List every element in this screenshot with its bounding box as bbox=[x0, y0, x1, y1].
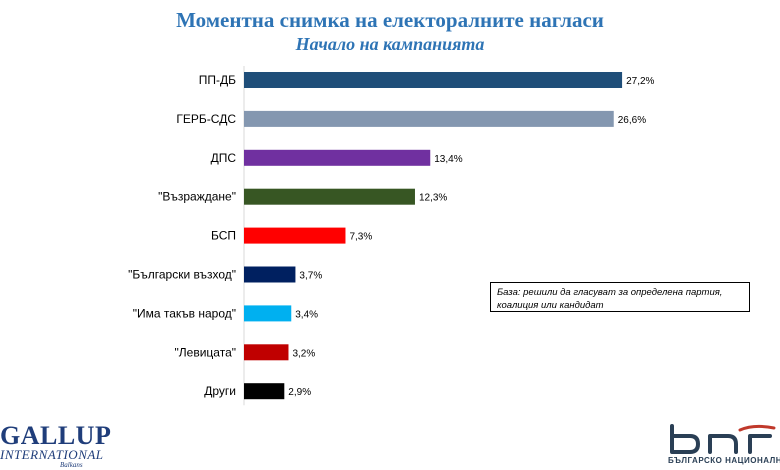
bar bbox=[244, 383, 285, 400]
category-label: "Български възход" bbox=[128, 268, 236, 282]
category-label: Други bbox=[204, 384, 236, 398]
value-label: 7,3% bbox=[349, 232, 372, 243]
bar bbox=[244, 266, 296, 283]
bar-chart: ПП-ДБ 27,2% ГЕРБ-СДС 26,6% ДПС 13,4% "Възражда… bbox=[128, 66, 655, 406]
value-label: 12,3% bbox=[419, 193, 447, 204]
bar bbox=[244, 188, 415, 205]
bar bbox=[244, 344, 289, 361]
value-label: 13,4% bbox=[434, 154, 462, 165]
category-label: ГЕРБ-СДС bbox=[176, 112, 236, 126]
category-label: "Левицата" bbox=[175, 345, 236, 359]
bar bbox=[244, 110, 614, 127]
gallup-logo-subtext: INTERNATIONAL bbox=[0, 447, 104, 462]
value-label: 3,2% bbox=[292, 348, 315, 359]
bnr-logo-mark bbox=[670, 424, 776, 454]
gallup-international-logo: GALLUP INTERNATIONAL Balkans bbox=[0, 421, 140, 470]
category-label: ПП-ДБ bbox=[199, 73, 236, 87]
gallup-logo-region: Balkans bbox=[60, 461, 83, 469]
chart-title: Моментна снимка на електоралните нагласи bbox=[176, 8, 604, 32]
category-label: "Възраждане" bbox=[158, 190, 236, 204]
base-note: База: решили да гласуват за определена п… bbox=[490, 282, 750, 312]
value-label: 27,2% bbox=[626, 76, 654, 87]
value-label: 3,4% bbox=[295, 309, 318, 320]
bar bbox=[244, 305, 292, 322]
category-label: БСП bbox=[211, 229, 236, 243]
value-label: 2,9% bbox=[288, 387, 311, 398]
value-label: 3,7% bbox=[299, 271, 322, 282]
category-label: "Има такъв народ" bbox=[133, 306, 236, 320]
bnr-logo-subtext: БЪЛГАРСКО НАЦИОНАЛНО РАДИ bbox=[668, 456, 780, 465]
bar bbox=[244, 72, 623, 88]
bnr-logo: БЪЛГАРСКО НАЦИОНАЛНО РАДИ bbox=[662, 424, 780, 470]
bar bbox=[244, 227, 346, 244]
bar bbox=[244, 149, 431, 166]
category-label: ДПС bbox=[211, 151, 237, 165]
value-label: 26,6% bbox=[618, 115, 646, 126]
gallup-logo-text: GALLUP bbox=[0, 421, 112, 450]
chart-subtitle: Начало на кампанията bbox=[295, 34, 485, 54]
